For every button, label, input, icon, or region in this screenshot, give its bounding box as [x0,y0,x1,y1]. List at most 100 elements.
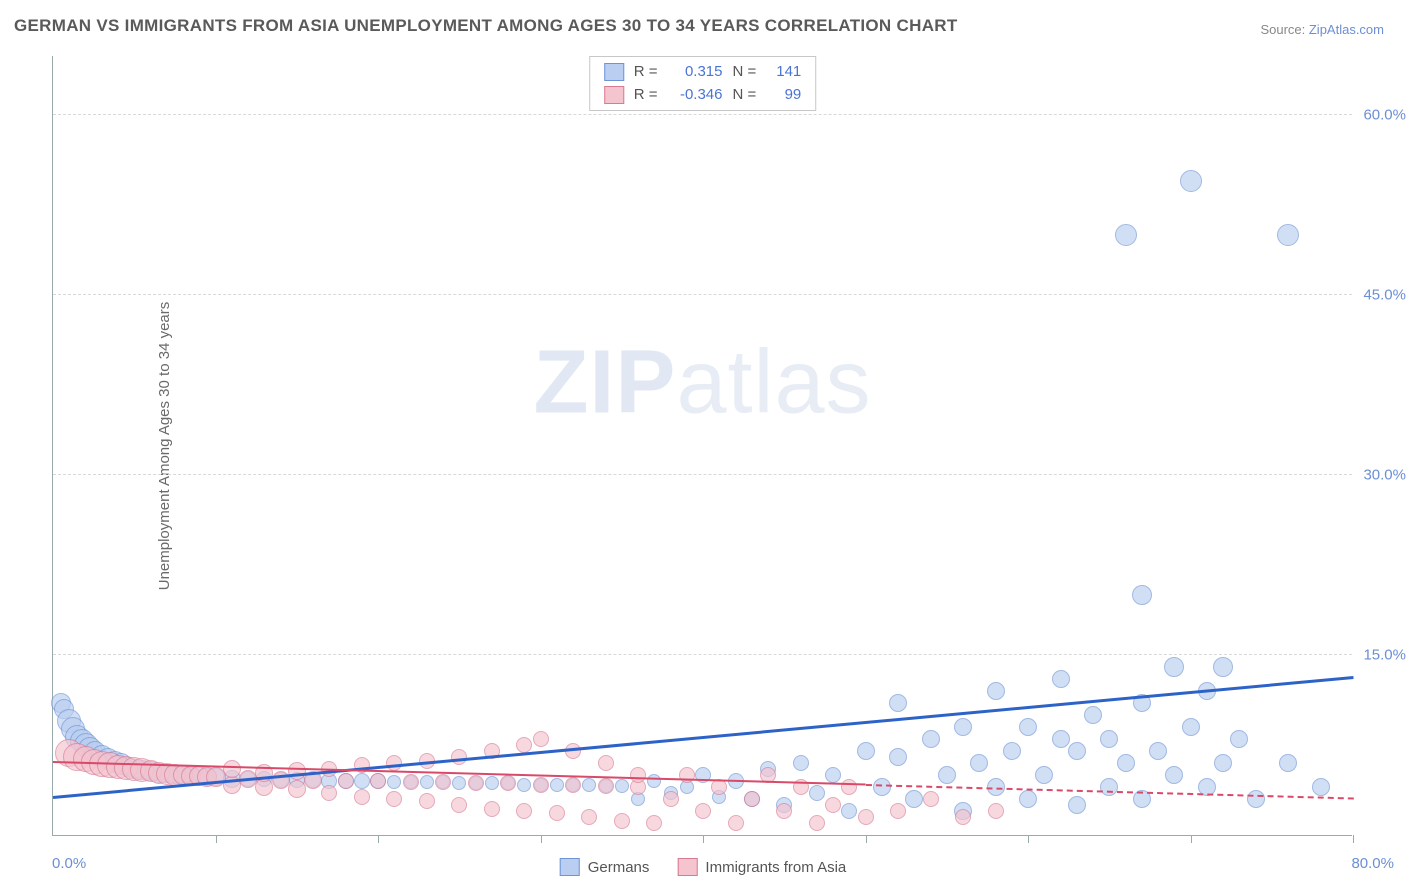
gridline [53,654,1352,655]
data-point-asia [223,760,241,778]
data-point-germans [1068,742,1086,760]
data-point-asia [565,777,581,793]
watermark-light: atlas [676,333,871,433]
data-point-germans [1052,670,1070,688]
data-point-asia [533,731,549,747]
n-label: N = [733,61,757,84]
data-point-germans [1035,766,1053,784]
data-point-asia [386,791,402,807]
y-tick-label: 15.0% [1363,647,1406,664]
data-point-germans [1182,718,1200,736]
data-point-germans [1003,742,1021,760]
data-point-asia [484,801,500,817]
source-attribution: Source: ZipAtlas.com [1260,22,1384,37]
data-point-asia [744,791,760,807]
data-point-germans [987,682,1005,700]
data-point-asia [370,773,386,789]
data-point-asia [776,803,792,819]
legend-label-asia: Immigrants from Asia [705,859,846,876]
bottom-legend: Germans Immigrants from Asia [560,858,847,876]
data-point-germans [647,774,661,788]
data-point-germans [873,778,891,796]
legend-swatch-asia [677,858,697,876]
gridline [53,474,1352,475]
x-tick [216,835,217,843]
data-point-germans [809,785,825,801]
source-prefix: Source: [1260,22,1308,37]
source-link[interactable]: ZipAtlas.com [1309,22,1384,37]
data-point-asia [435,774,451,790]
data-point-asia [858,809,874,825]
data-point-germans [889,694,907,712]
x-tick [1028,835,1029,843]
data-point-germans [938,766,956,784]
data-point-germans [1019,790,1037,808]
data-point-germans [1230,730,1248,748]
data-point-germans [889,748,907,766]
swatch-asia [604,86,624,104]
watermark-bold: ZIP [533,333,676,433]
x-tick [703,835,704,843]
data-point-germans [1100,778,1118,796]
data-point-asia [809,815,825,831]
data-point-germans [905,790,923,808]
x-tick [378,835,379,843]
data-point-asia [549,805,565,821]
plot-area: ZIPatlas R = 0.315 N = 141 R = -0.346 N … [52,56,1352,836]
data-point-asia [419,793,435,809]
data-point-asia [955,809,971,825]
data-point-germans [825,767,841,783]
data-point-asia [825,797,841,813]
data-point-asia [338,773,354,789]
swatch-germans [604,63,624,81]
data-point-asia [403,774,419,790]
data-point-germans [420,775,434,789]
data-point-asia [630,767,646,783]
chart-title: GERMAN VS IMMIGRANTS FROM ASIA UNEMPLOYM… [14,16,958,36]
r-label: R = [634,84,658,107]
x-axis-max-label: 80.0% [1351,855,1394,872]
data-point-asia [923,791,939,807]
data-point-germans [922,730,940,748]
data-point-asia [533,777,549,793]
data-point-asia [321,785,337,801]
data-point-germans [485,776,499,790]
n-value-germans: 141 [766,61,801,84]
watermark: ZIPatlas [533,332,871,435]
data-point-germans [954,718,972,736]
gridline [53,294,1352,295]
y-tick-label: 45.0% [1363,287,1406,304]
data-point-germans [1117,754,1135,772]
data-point-germans [1277,224,1299,246]
data-point-germans [517,778,531,792]
data-point-germans [1084,706,1102,724]
data-point-germans [1052,730,1070,748]
data-point-germans [793,755,809,771]
data-point-germans [1100,730,1118,748]
r-value-germans: 0.315 [668,61,723,84]
data-point-germans [1019,718,1037,736]
data-point-germans [1312,778,1330,796]
data-point-germans [1115,224,1137,246]
data-point-germans [452,776,466,790]
y-tick-label: 30.0% [1363,467,1406,484]
stats-row-asia: R = -0.346 N = 99 [604,84,802,107]
gridline [53,114,1352,115]
data-point-germans [1213,657,1233,677]
data-point-germans [1247,790,1265,808]
n-value-asia: 99 [766,84,801,107]
data-point-asia [728,815,744,831]
data-point-germans [615,779,629,793]
data-point-germans [857,742,875,760]
data-point-asia [288,780,306,798]
stats-box: R = 0.315 N = 141 R = -0.346 N = 99 [589,56,817,111]
data-point-asia [598,755,614,771]
data-point-asia [890,803,906,819]
data-point-asia [581,809,597,825]
data-point-germans [1068,796,1086,814]
stats-row-germans: R = 0.315 N = 141 [604,61,802,84]
data-point-asia [516,803,532,819]
data-point-asia [288,762,306,780]
y-tick-label: 60.0% [1363,107,1406,124]
data-point-asia [663,791,679,807]
